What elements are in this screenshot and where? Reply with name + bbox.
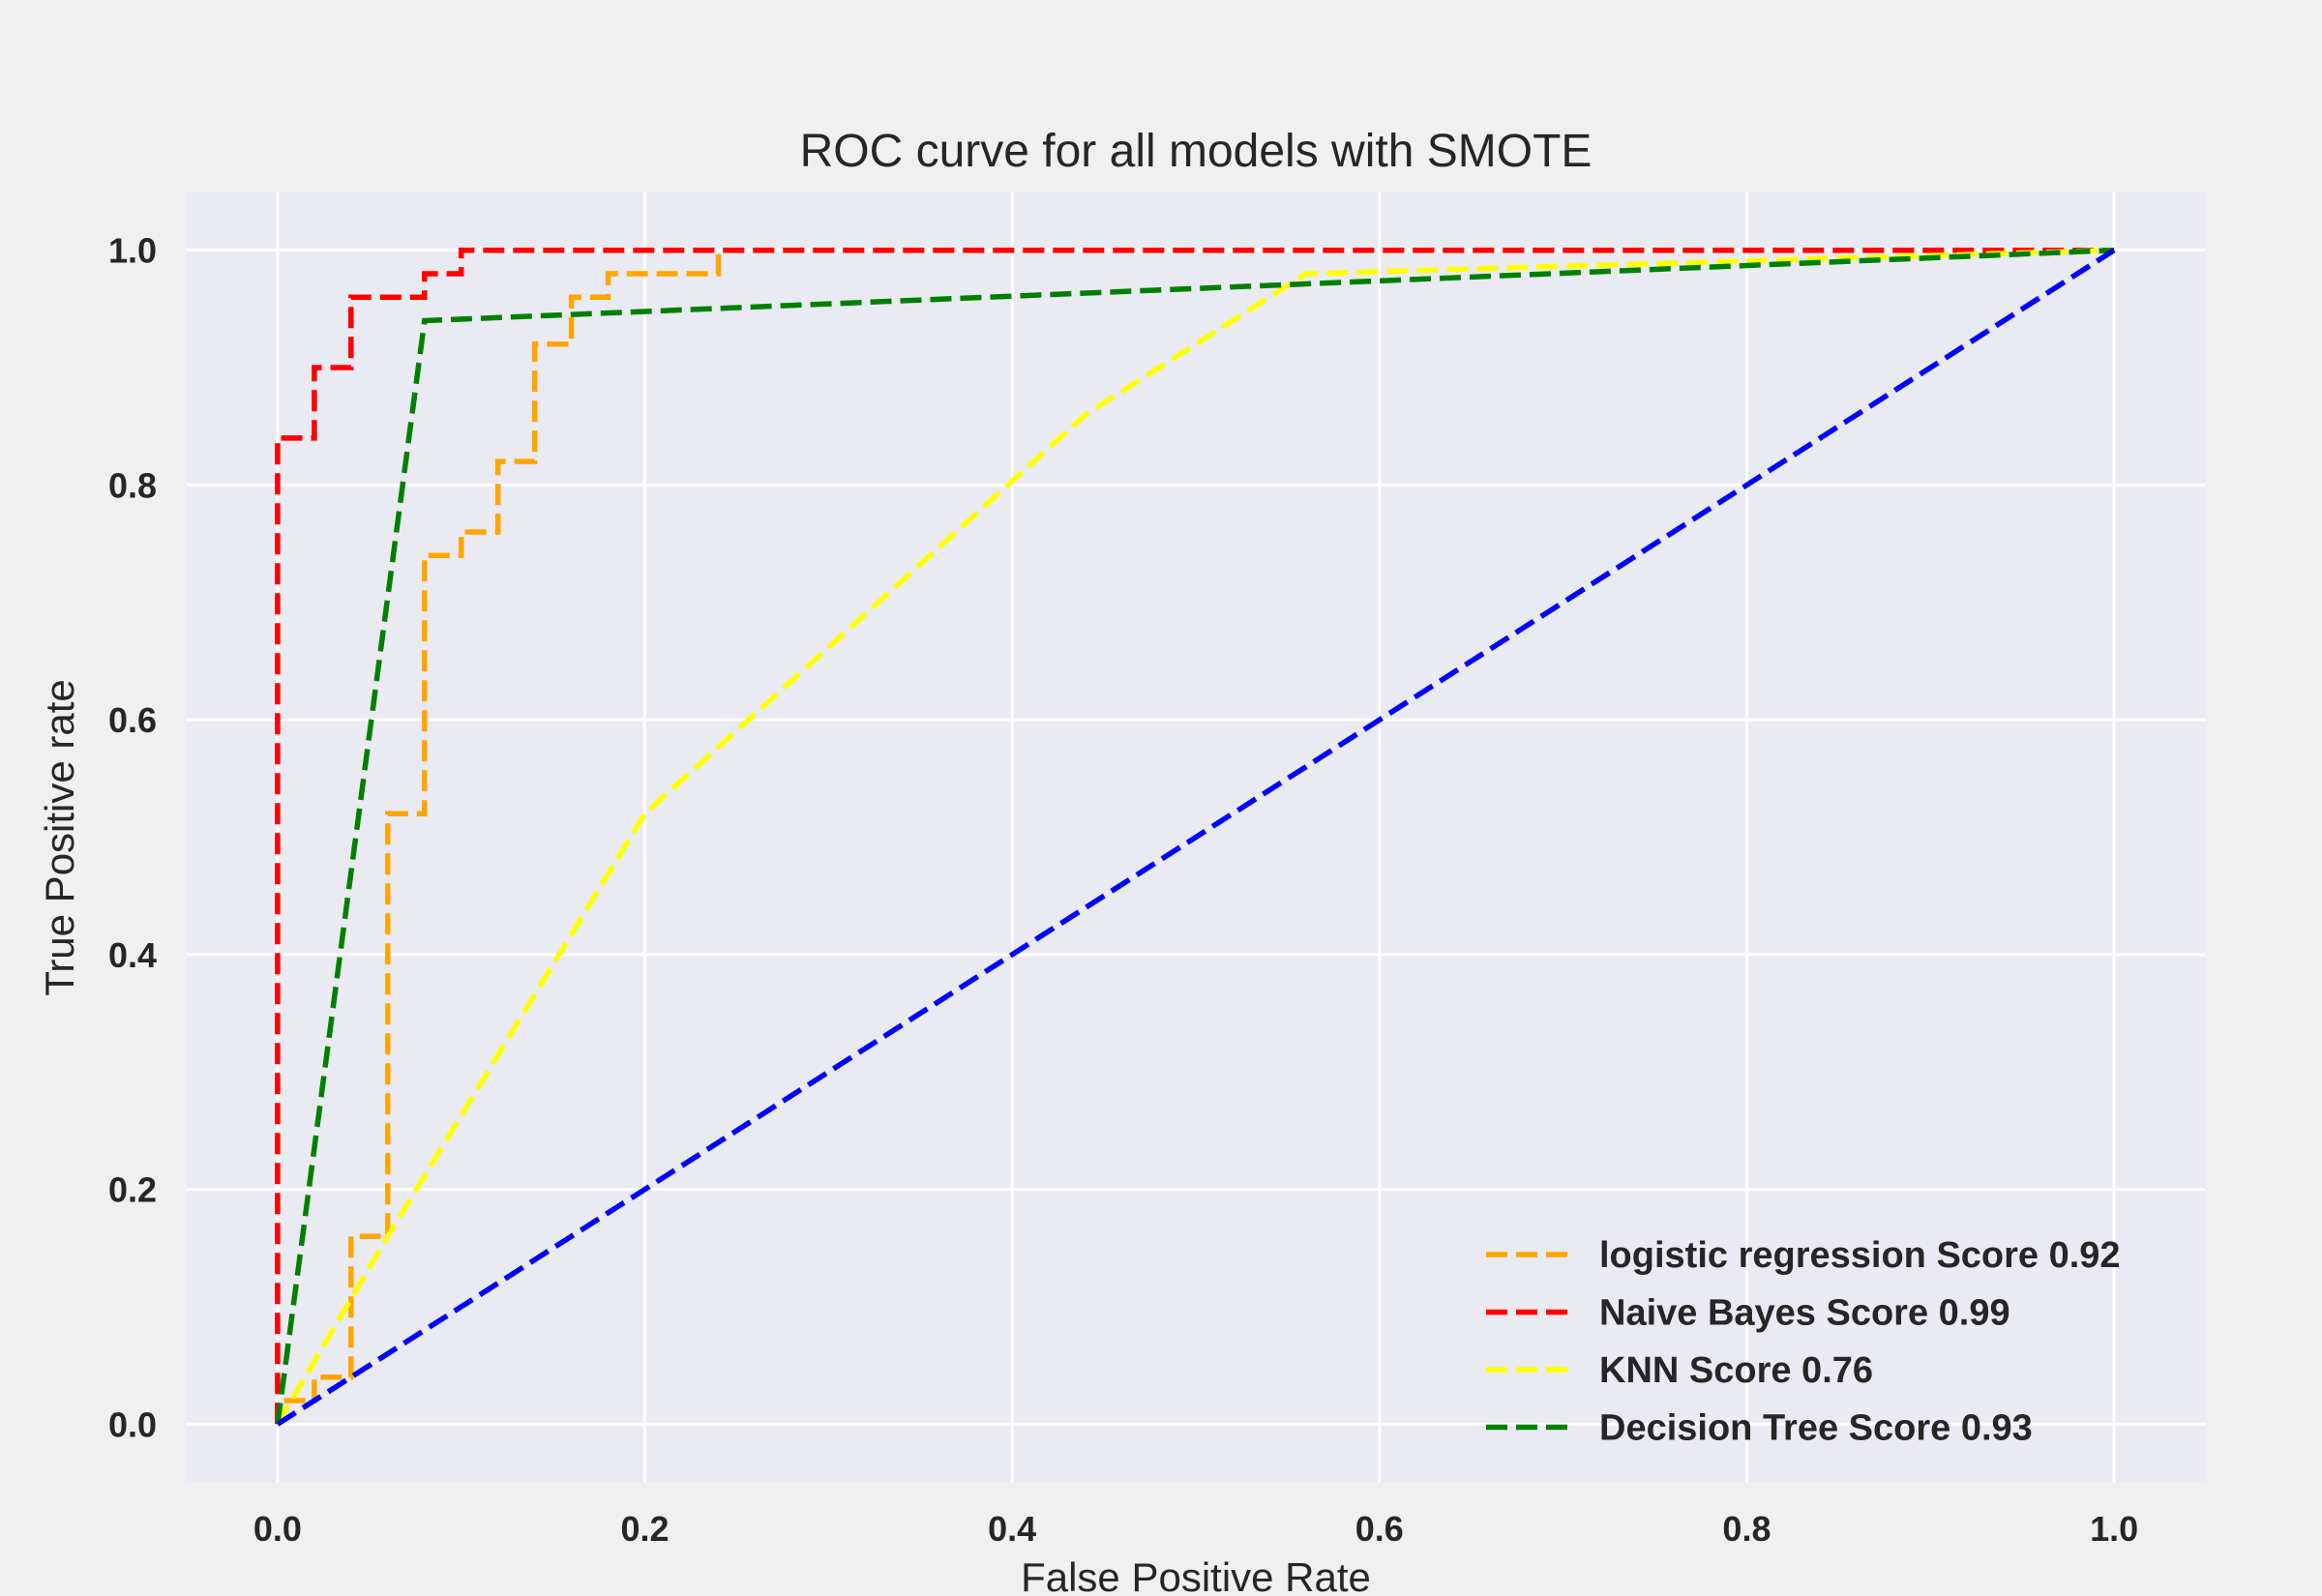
legend: logistic regression Score 0.92 Naive Baye… xyxy=(1486,1235,2121,1449)
y-tick-label: 0.4 xyxy=(108,935,157,975)
series-line-knn-score-0-76 xyxy=(275,247,2115,1426)
series-line-naive-bayes-score-0-99 xyxy=(275,247,2115,1425)
reference-diagonal-line xyxy=(276,248,2116,1427)
legend-label: Naive Bayes Score 0.99 xyxy=(1599,1293,2010,1334)
x-tick-label: 0.2 xyxy=(621,1509,670,1549)
y-tick-label: 0.6 xyxy=(108,700,157,740)
legend-label: logistic regression Score 0.92 xyxy=(1599,1235,2121,1276)
tick-labels: 0.0 0.2 0.4 0.6 0.8 1.0 0.0 0.2 0.4 0.6 0.8 1.0 xyxy=(108,231,2138,1549)
y-axis-label: True Positive rate xyxy=(37,679,82,996)
grid xyxy=(186,192,2206,1483)
x-tick-label: 0.8 xyxy=(1722,1509,1771,1549)
x-tick-label: 0.4 xyxy=(988,1509,1036,1549)
legend-label: KNN Score 0.76 xyxy=(1599,1350,1873,1391)
chart-title: ROC curve for all models with SMOTE xyxy=(800,126,1593,177)
y-tick-label: 0.2 xyxy=(108,1170,157,1210)
legend-label: Decision Tree Score 0.93 xyxy=(1599,1408,2033,1449)
y-tick-label: 1.0 xyxy=(108,231,157,271)
y-tick-label: 0.8 xyxy=(108,465,157,505)
series-lines xyxy=(275,247,2116,1427)
x-tick-label: 1.0 xyxy=(2090,1509,2138,1549)
series-line-logistic-regression-score-0-92 xyxy=(275,247,2115,1425)
x-tick-label: 0.0 xyxy=(253,1509,302,1549)
x-tick-label: 0.6 xyxy=(1355,1509,1404,1549)
x-axis-label: False Positive Rate xyxy=(1021,1554,1371,1596)
y-tick-label: 0.0 xyxy=(108,1404,157,1444)
series-line-decision-tree-score-0-93 xyxy=(275,247,2115,1425)
